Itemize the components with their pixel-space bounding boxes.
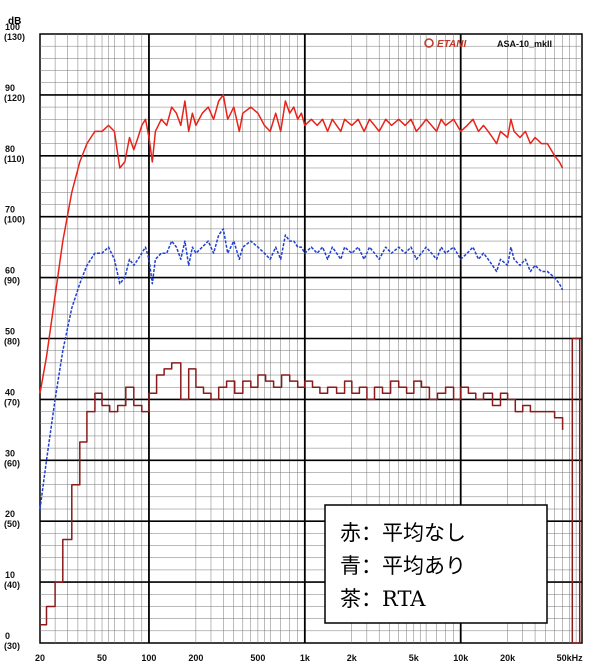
brand-name: ETANI	[437, 39, 466, 50]
y-tick-sublabel: (110)	[4, 154, 25, 164]
legend-frame	[324, 504, 548, 624]
series-line-0	[39, 94, 564, 394]
x-tick-label: 5k	[409, 653, 420, 663]
brand-mark-icon	[424, 38, 434, 48]
model-name: ASA-10_mkII	[497, 39, 552, 49]
y-tick-label: 80	[5, 144, 15, 154]
y-tick-label: 30	[5, 448, 15, 458]
y-tick-label: 0	[5, 631, 10, 641]
legend-item: 茶：RTA	[340, 587, 426, 611]
y-tick-label: 60	[5, 266, 15, 276]
y-tick-sublabel: (40)	[4, 580, 20, 590]
y-tick-label: 100	[5, 22, 20, 32]
y-tick-sublabel: (30)	[4, 641, 20, 651]
y-tick-sublabel: (70)	[4, 397, 20, 407]
chart-axes: 100(130)90(120)80(110)70(100)60(90)50(80…	[4, 22, 583, 663]
rta-edge-bar	[571, 337, 581, 644]
x-tick-label: 1k	[300, 653, 311, 663]
x-tick-label: 20	[35, 653, 45, 663]
x-tick-label: 50	[97, 653, 107, 663]
x-tick-label: 200	[188, 653, 203, 663]
series-line-2	[40, 362, 564, 626]
y-tick-label: 70	[5, 205, 15, 215]
y-tick-sublabel: (90)	[4, 276, 20, 286]
y-tick-label: 90	[5, 83, 15, 93]
y-tick-sublabel: (120)	[4, 93, 25, 103]
y-tick-sublabel: (80)	[4, 337, 20, 347]
x-tick-label: 50kHz	[557, 653, 584, 663]
y-tick-label: 10	[5, 570, 15, 580]
y-tick-label: 20	[5, 509, 15, 519]
brand-logo: ETANI ASA-10_mkII	[424, 38, 552, 50]
x-tick-label: 500	[250, 653, 265, 663]
y-tick-label: 40	[5, 387, 15, 397]
y-tick-sublabel: (100)	[4, 215, 25, 225]
legend-box: 赤：平均なし 青：平均あり 茶：RTA	[324, 504, 548, 624]
x-tick-label: 2k	[347, 653, 358, 663]
y-tick-label: 50	[5, 327, 15, 337]
x-tick-label: 100	[141, 653, 156, 663]
y-tick-sublabel: (50)	[4, 519, 20, 529]
x-tick-label: 20k	[500, 653, 516, 663]
chart-series	[39, 94, 581, 644]
legend-item: 青：平均あり	[340, 554, 466, 578]
y-tick-sublabel: (130)	[4, 32, 25, 42]
legend-item: 赤：平均なし	[340, 521, 466, 545]
x-tick-label: 10k	[453, 653, 469, 663]
series-line-1	[39, 228, 564, 510]
y-tick-sublabel: (60)	[4, 458, 20, 468]
unit-label: dB	[8, 16, 21, 27]
